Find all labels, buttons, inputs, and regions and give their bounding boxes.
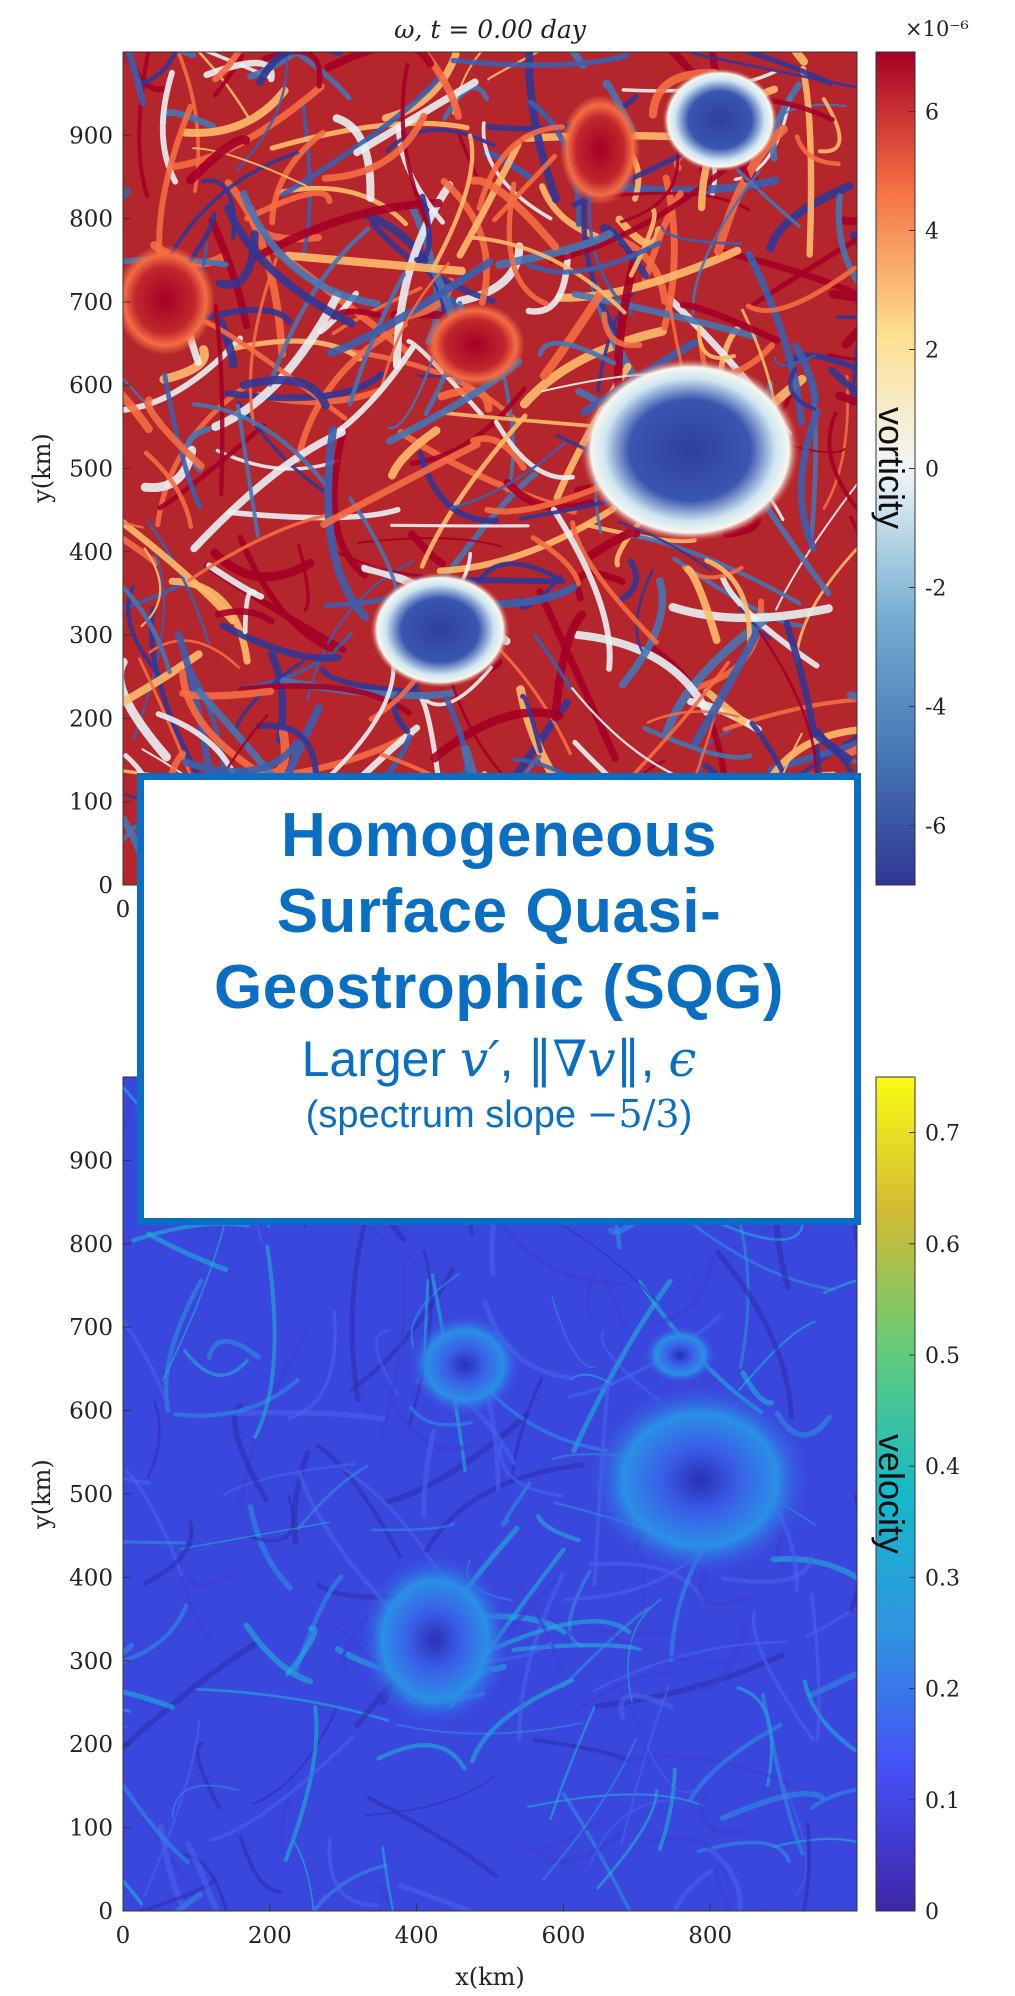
colorbar-tick-label: 0.5	[925, 1344, 960, 1369]
callout-title: Homogeneous Surface Quasi- Geostrophic (…	[144, 798, 854, 1026]
filament	[833, 294, 1015, 340]
filament	[492, 1219, 495, 1275]
bottom-y-axis-label: y(km)	[28, 1459, 56, 1530]
y-tick-label: 200	[69, 1732, 113, 1758]
colorbar-tick-label: 0.6	[925, 1233, 960, 1258]
y-tick-label: 800	[69, 207, 113, 233]
colorbar-tick-label: -2	[925, 577, 946, 602]
y-tick-label: 300	[69, 1649, 113, 1675]
colorbar-tick-label: 0.3	[925, 1566, 960, 1591]
colorbar-tick-label: 0.4	[925, 1455, 960, 1480]
x-tick-label: 600	[541, 1923, 585, 1949]
colorbar-tick-label: 6	[925, 101, 939, 126]
vorticity-colorbar-label: vorticity	[871, 407, 912, 529]
x-tick-label: 200	[248, 1923, 292, 1949]
top-y-axis-label: y(km)	[28, 433, 56, 504]
callout-title-line-2: Surface Quasi-	[144, 874, 854, 950]
callout-note-prefix: (spectrum slope	[306, 1094, 587, 1136]
bottom-y-axis: 0 100 200 300 400 500 600 700 800 900	[69, 1148, 131, 1925]
velocity-colorbar-ticks: 0 0.1 0.2 0.3 0.4 0.5 0.6 0.7	[909, 1122, 960, 1925]
y-tick-label: 600	[69, 373, 113, 399]
y-tick-label: 500	[69, 457, 113, 483]
velocity-colorbar-label: velocity	[871, 1434, 912, 1554]
eddy-blue-lower	[370, 572, 510, 688]
colorbar-tick-label: 2	[925, 339, 939, 364]
callout-math-dissipation: ϵ	[668, 1030, 696, 1088]
bottom-x-axis-label: x(km)	[455, 1963, 525, 1991]
callout-note-slope: −5/3	[587, 1092, 680, 1136]
colorbar-tick-label: 4	[925, 220, 939, 245]
vel-eddy-center	[410, 1315, 520, 1415]
eddy-red-top	[560, 95, 640, 205]
y-tick-label: 800	[69, 1232, 113, 1258]
filament	[851, 695, 981, 719]
callout-title-line-3: Geostrophic (SQG)	[144, 950, 854, 1026]
eddy-red-center	[425, 303, 525, 387]
callout-math-velocity-perturbation: v′	[460, 1030, 500, 1088]
y-tick-label: 100	[69, 1816, 113, 1842]
top-colorbar-multiplier: ×10⁻⁶	[905, 17, 969, 41]
colorbar-tick-label: -4	[925, 696, 946, 721]
y-tick-label: 400	[69, 1565, 113, 1591]
x-tick-label: 400	[395, 1923, 439, 1949]
x-tick-label: 0	[116, 897, 131, 923]
colorbar-tick-label: 0.7	[925, 1122, 960, 1147]
eddy-blue-top-right	[662, 68, 778, 172]
colorbar-tick-label: 0	[925, 1900, 939, 1925]
callout-subtitle: Larger v′, ‖∇v‖, ϵ	[144, 1028, 854, 1090]
callout-math-velocity-gradient: ‖∇v‖	[527, 1030, 640, 1088]
x-tick-label: 800	[688, 1923, 732, 1949]
top-y-axis: 0 100 200 300 400 500 600 700 800 900	[69, 123, 131, 899]
top-title: ω, t = 0.00 day	[394, 15, 587, 44]
colorbar-tick-label: 0.1	[925, 1789, 960, 1814]
filament	[392, 525, 528, 526]
y-tick-label: 0	[98, 873, 113, 899]
y-tick-label: 600	[69, 1399, 113, 1425]
callout-title-line-1: Homogeneous	[144, 798, 854, 874]
y-tick-label: 900	[69, 123, 113, 149]
eddy-blue-large	[580, 358, 800, 542]
colorbar-tick-label: -6	[925, 815, 946, 840]
callout-subtitle-word: Larger	[302, 1031, 447, 1087]
sqg-callout-box: Homogeneous Surface Quasi- Geostrophic (…	[137, 773, 861, 1225]
eddy-red-left	[115, 245, 215, 355]
y-tick-label: 400	[69, 540, 113, 566]
y-tick-label: 300	[69, 623, 113, 649]
y-tick-label: 700	[69, 1315, 113, 1341]
y-tick-label: 0	[98, 1899, 113, 1925]
y-tick-label: 700	[69, 290, 113, 316]
colorbar-tick-label: 0.2	[925, 1678, 960, 1703]
filament	[843, 674, 1002, 756]
y-tick-label: 200	[69, 706, 113, 732]
callout-note-suffix: )	[680, 1094, 693, 1136]
x-tick-label: 0	[116, 1923, 131, 1949]
y-tick-label: 900	[69, 1148, 113, 1174]
vel-eddy-right	[590, 1385, 810, 1575]
y-tick-label: 500	[69, 1482, 113, 1508]
y-tick-label: 100	[69, 790, 113, 816]
colorbar-tick-label: 0	[925, 458, 939, 483]
callout-note: (spectrum slope −5/3)	[144, 1090, 854, 1139]
vel-eddy-small	[645, 1327, 715, 1383]
vel-eddy-lower	[360, 1555, 510, 1725]
filament	[0, 1793, 141, 1904]
